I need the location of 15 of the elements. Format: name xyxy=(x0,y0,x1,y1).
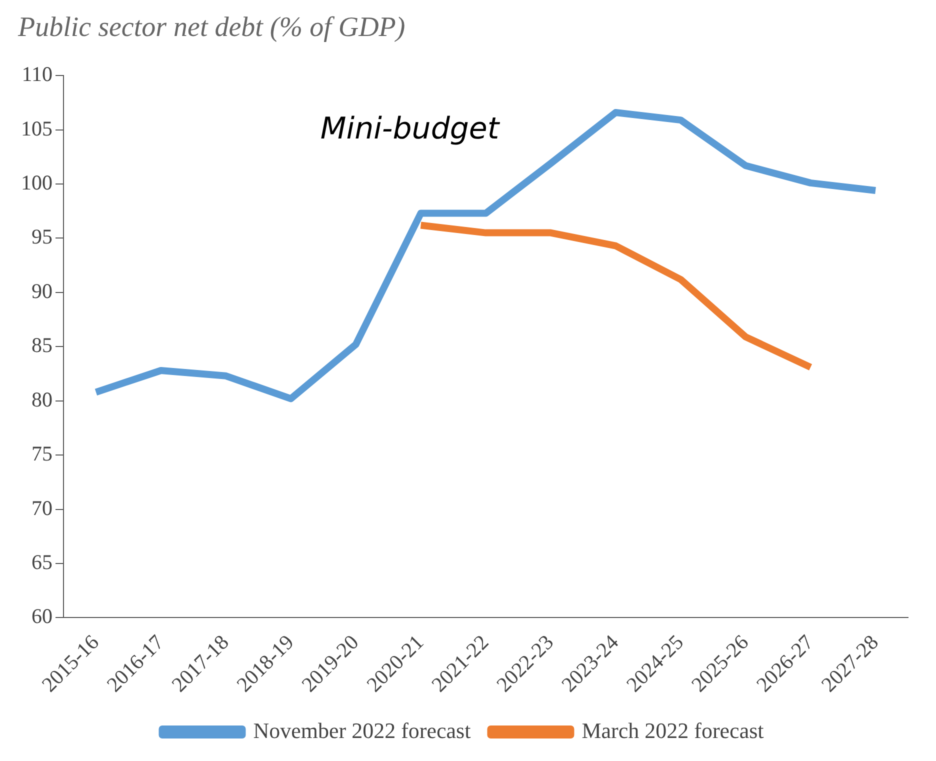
y-tick-label: 75 xyxy=(32,442,52,466)
y-tick-label: 110 xyxy=(22,62,52,86)
y-tick-label: 65 xyxy=(32,550,52,574)
y-tick-label: 70 xyxy=(32,496,52,520)
legend-label: November 2022 forecast xyxy=(253,718,471,743)
y-tick-label: 90 xyxy=(32,278,52,303)
y-tick-label: 80 xyxy=(32,387,52,412)
y-tick-label: 105 xyxy=(21,116,52,140)
y-tick-label: 60 xyxy=(32,604,52,628)
chart-title: Public sector net debt (% of GDP) xyxy=(17,12,406,44)
y-tick-label: 85 xyxy=(32,333,52,358)
legend-label: March 2022 forecast xyxy=(582,718,764,743)
y-tick-label: 100 xyxy=(21,170,52,195)
annotation: Mini-budget xyxy=(320,111,500,146)
y-tick-label: 95 xyxy=(32,224,52,249)
